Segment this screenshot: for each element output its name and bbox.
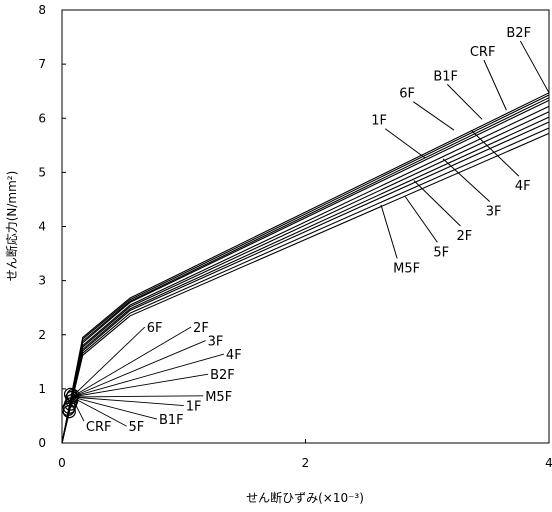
- annotation-label-b1f: B1F: [159, 413, 184, 428]
- annotation-leader-line: [380, 204, 398, 259]
- y-axis-ticks: 0 1 2 3 4 5 6 7 8: [38, 3, 66, 450]
- plot-frame: [61, 9, 550, 444]
- annotation-label-4f: 4F: [515, 179, 531, 194]
- annotation-leader-line: [71, 395, 204, 398]
- series-line-2f: [61, 121, 550, 444]
- annotation-label-5f: 5F: [129, 420, 145, 435]
- annotation-leader-line: [519, 40, 550, 94]
- y-tick-label: 2: [38, 328, 46, 342]
- annotation-leader-line: [71, 373, 209, 398]
- series-line-b1f: [61, 97, 550, 444]
- series-line-1f: [61, 105, 550, 444]
- series-line-6f: [61, 99, 550, 444]
- annotation-leader-line: [384, 128, 426, 159]
- annotation-label-2f: 2F: [193, 321, 209, 336]
- annotation-leader-line: [71, 340, 206, 398]
- annotation-label-6f: 6F: [147, 321, 163, 336]
- series-line-4f: [61, 111, 550, 444]
- series-line-crf: [61, 94, 550, 444]
- y-tick-label: 7: [38, 57, 46, 71]
- annotation-leader-line: [71, 396, 184, 406]
- annotation-leader-line: [446, 84, 483, 120]
- x-tick-label: 2: [302, 456, 310, 470]
- y-tick-label: 4: [38, 220, 46, 234]
- annotation-leader-line: [470, 129, 520, 177]
- y-tick-label: 8: [38, 3, 46, 17]
- series-line-5f: [61, 127, 550, 444]
- annotation-label-6f: 6F: [399, 87, 415, 102]
- annotation-label-5f: 5F: [433, 245, 449, 260]
- annotation-label-b1f: B1F: [433, 69, 458, 84]
- y-tick-label: 5: [38, 165, 46, 179]
- annotation-leader-line: [483, 59, 507, 111]
- annotation-leader-line: [71, 396, 127, 427]
- annotation-leader-line: [71, 396, 85, 422]
- annotation-label-3f: 3F: [486, 205, 502, 220]
- x-tick-label: 0: [58, 456, 66, 470]
- annotation-label-1f: 1F: [371, 114, 387, 129]
- annotation-leader-line: [404, 196, 438, 243]
- annotation-leader-line: [413, 180, 461, 227]
- y-axis-title: せん断応力(N/mm²): [4, 171, 19, 282]
- x-axis-ticks: 0 2 4: [58, 439, 552, 470]
- x-axis-title: せん断ひずみ(×10⁻³): [246, 490, 364, 505]
- annotation-leader-line: [71, 326, 146, 398]
- annotation-label-b2f: B2F: [210, 368, 235, 383]
- annotation-label-2f: 2F: [456, 229, 472, 244]
- marker-circle: [62, 405, 76, 419]
- annotation-label-3f: 3F: [208, 335, 224, 350]
- x-tick-label: 4: [545, 456, 552, 470]
- annotation-leader-line: [71, 326, 192, 398]
- annotation-leader-line: [442, 158, 491, 203]
- annotation-label-crf: CRF: [86, 420, 112, 435]
- annotation-label-1f: 1F: [186, 400, 202, 415]
- y-tick-label: 3: [38, 274, 46, 288]
- annotation-leader-line: [71, 353, 225, 398]
- marker-circle: [65, 394, 79, 408]
- annotation-leader-line: [412, 101, 455, 131]
- annotation-label-b2f: B2F: [506, 26, 531, 41]
- annotation-label-4f: 4F: [226, 348, 242, 363]
- series-line-3f: [61, 116, 550, 444]
- annotation-label-m5f: M5F: [205, 390, 232, 405]
- y-tick-label: 6: [38, 111, 46, 125]
- annotation-label-crf: CRF: [470, 45, 496, 60]
- annotation-leader-line: [71, 396, 158, 420]
- series-lines: [61, 92, 550, 444]
- y-tick-label: 1: [38, 382, 46, 396]
- annotation-label-m5f: M5F: [393, 262, 420, 277]
- y-tick-label: 0: [38, 436, 46, 450]
